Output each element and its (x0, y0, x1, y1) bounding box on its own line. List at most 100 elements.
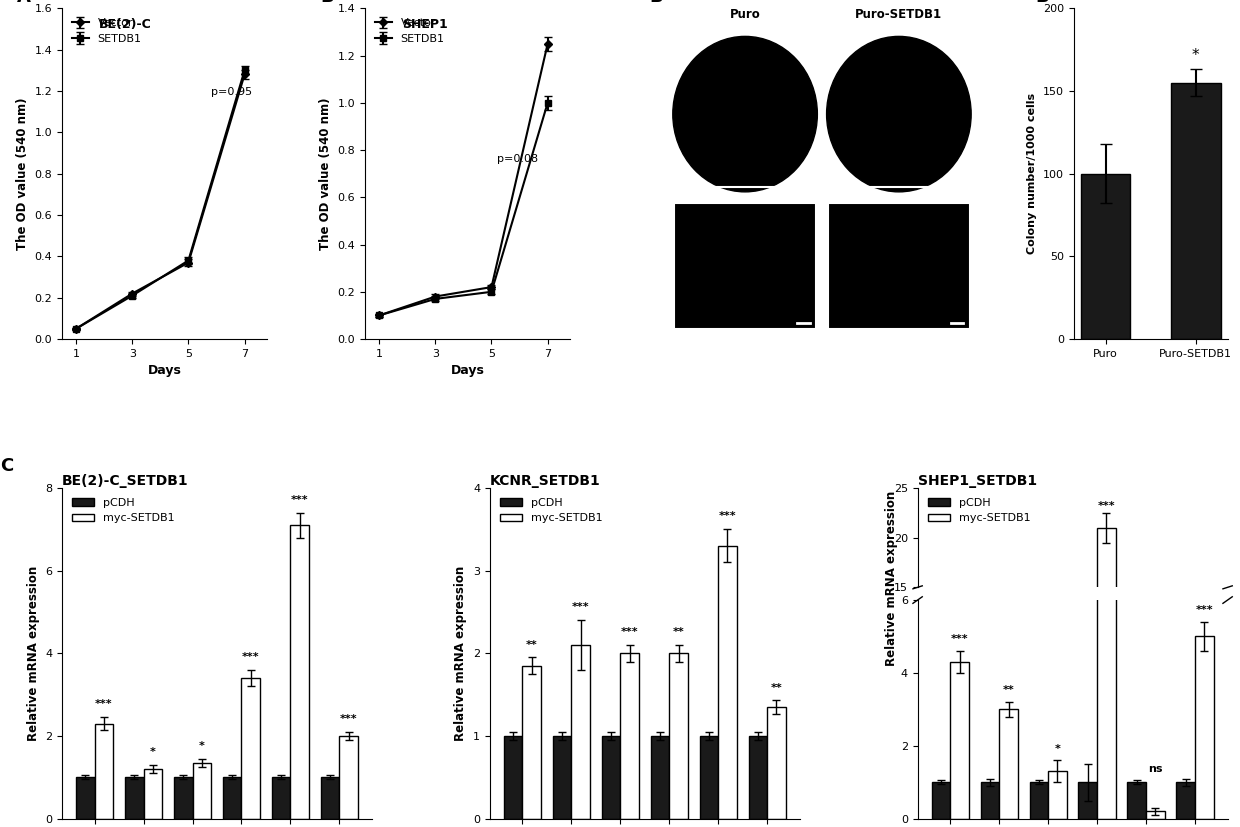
Text: Puro-SETDB1: Puro-SETDB1 (856, 8, 942, 22)
Text: **: ** (526, 639, 538, 649)
Bar (1127, 726, 1146, 736)
Y-axis label: Relative mRNA expression: Relative mRNA expression (454, 566, 467, 741)
Legend: pCDH, myc-SETDB1: pCDH, myc-SETDB1 (495, 494, 608, 528)
Bar (1097, 54, 1116, 819)
Bar (670, 653, 688, 819)
Bar (1195, 686, 1214, 736)
Text: ***: *** (1097, 501, 1115, 511)
Bar (931, 726, 950, 736)
Bar (272, 777, 290, 819)
X-axis label: Days: Days (148, 365, 181, 377)
Text: ***: *** (291, 495, 309, 504)
Bar (290, 525, 309, 819)
Legend: Vector, SETDB1: Vector, SETDB1 (67, 14, 146, 49)
Y-axis label: The OD value (540 nm): The OD value (540 nm) (319, 98, 332, 250)
Bar (1048, 724, 1066, 736)
Y-axis label: The OD value (540 nm): The OD value (540 nm) (16, 98, 29, 250)
Text: **: ** (770, 682, 782, 692)
Bar (242, 678, 260, 819)
Text: ***: *** (951, 634, 968, 644)
Bar (718, 546, 737, 819)
Bar (321, 777, 340, 819)
Bar (1127, 782, 1146, 819)
Text: ***: *** (621, 627, 639, 637)
Text: *: * (1054, 743, 1060, 753)
Text: BE(2)-C_SETDB1: BE(2)-C_SETDB1 (62, 474, 188, 488)
Bar (572, 645, 590, 819)
Bar (340, 736, 358, 819)
Bar (125, 777, 144, 819)
FancyBboxPatch shape (828, 203, 970, 329)
Text: B': B' (650, 0, 670, 6)
Text: Puro: Puro (729, 8, 760, 22)
Text: **: ** (672, 627, 684, 637)
Text: ***: *** (242, 652, 259, 662)
Bar (192, 762, 211, 819)
Text: BE(2)-C: BE(2)-C (99, 18, 151, 31)
Bar (1146, 811, 1164, 819)
Bar (1146, 734, 1164, 736)
Bar (999, 706, 1018, 736)
Text: p=0.08: p=0.08 (497, 154, 538, 164)
Bar (931, 782, 950, 819)
Bar (553, 736, 572, 819)
Bar (1177, 782, 1195, 819)
Circle shape (817, 26, 981, 202)
Text: p=0.95: p=0.95 (211, 87, 252, 97)
Bar (1048, 772, 1066, 819)
Bar (223, 777, 242, 819)
Text: KCNR_SETDB1: KCNR_SETDB1 (490, 474, 600, 488)
Bar (981, 782, 999, 819)
Bar (1029, 782, 1048, 819)
Text: *: * (1192, 47, 1199, 63)
Bar (981, 726, 999, 736)
Bar (144, 769, 162, 819)
Bar (768, 707, 786, 819)
Text: *: * (198, 741, 205, 751)
Circle shape (827, 36, 971, 192)
Bar (1079, 782, 1097, 819)
FancyBboxPatch shape (675, 203, 816, 329)
Legend: pCDH, myc-SETDB1: pCDH, myc-SETDB1 (67, 494, 180, 528)
Bar (950, 694, 968, 736)
Y-axis label: Relative mRNA expression: Relative mRNA expression (885, 490, 898, 666)
Circle shape (663, 26, 827, 202)
Text: C: C (0, 457, 14, 476)
Text: ***: *** (572, 602, 589, 612)
Circle shape (673, 36, 817, 192)
Bar (1079, 726, 1097, 736)
Y-axis label: Relative mRNA expression: Relative mRNA expression (26, 566, 40, 741)
Bar (503, 736, 522, 819)
Bar (1171, 83, 1220, 339)
Bar (1097, 528, 1116, 736)
Bar (950, 662, 968, 819)
Bar (620, 653, 639, 819)
Text: ***: *** (1195, 605, 1213, 615)
Text: *: * (150, 747, 156, 757)
Bar (1177, 726, 1195, 736)
Text: **: ** (1003, 686, 1014, 696)
Text: A: A (17, 0, 31, 6)
Y-axis label: Colony number/1000 cells: Colony number/1000 cells (1028, 93, 1038, 254)
Bar (94, 724, 113, 819)
Text: ns: ns (1148, 763, 1163, 774)
Legend: Vector, SETDB1: Vector, SETDB1 (371, 14, 449, 49)
Bar (76, 777, 94, 819)
Bar (651, 736, 670, 819)
Bar (699, 736, 718, 819)
Legend: pCDH, myc-SETDB1: pCDH, myc-SETDB1 (923, 494, 1035, 528)
Text: SHEP1: SHEP1 (402, 18, 448, 31)
Bar (1081, 174, 1131, 339)
Text: ***: *** (95, 700, 113, 710)
Bar (1195, 637, 1214, 819)
Text: ***: *** (719, 511, 737, 521)
Text: B: B (320, 0, 334, 6)
Bar (1029, 726, 1048, 736)
Bar (601, 736, 620, 819)
X-axis label: Days: Days (450, 365, 485, 377)
Bar (174, 777, 192, 819)
Bar (999, 710, 1018, 819)
Text: SHEP1_SETDB1: SHEP1_SETDB1 (918, 474, 1037, 488)
Bar (522, 666, 541, 819)
Bar (749, 736, 768, 819)
